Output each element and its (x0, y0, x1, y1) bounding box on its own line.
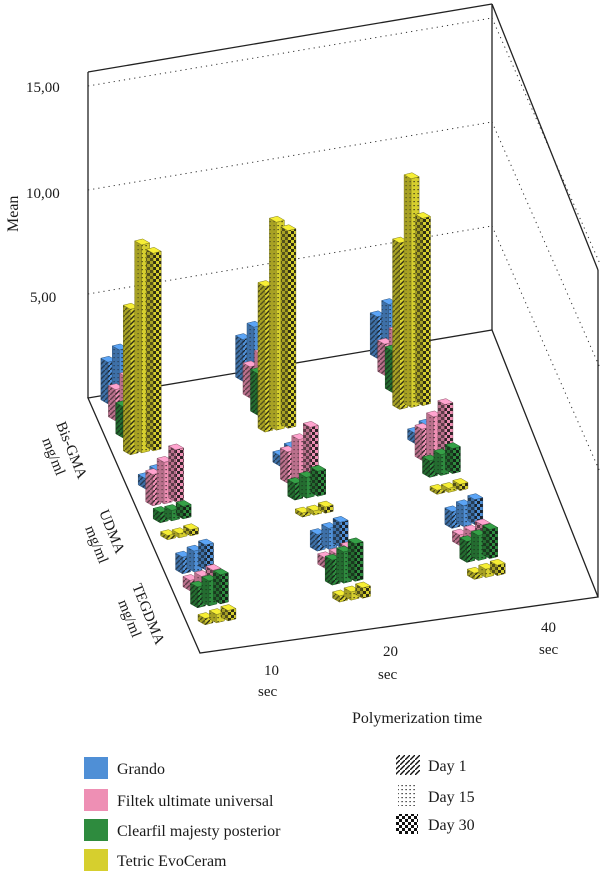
bar-clearfil-majesty-posterior-day-30 (482, 523, 499, 560)
bar-clearfil-majesty-posterior-day-30 (212, 568, 230, 605)
bar-grando-day-1 (309, 528, 326, 552)
bar-grando-day-30 (197, 538, 215, 571)
bar-grando-day-30 (467, 493, 484, 526)
legend-swatch-day15 (398, 784, 416, 806)
x-tick-label: 40 (541, 620, 556, 636)
bar-tetric-evoceram-day-15 (343, 585, 360, 601)
bar-tetric-evoceram-day-1 (294, 506, 311, 518)
gridline (87, 121, 493, 191)
bar-tetric-evoceram-day-1 (257, 280, 274, 433)
bar-filtek-ultimate-universal-day-30 (167, 443, 185, 503)
x-tick-label: sec (539, 642, 558, 658)
x-tick-label: 20 (383, 644, 398, 660)
bar-clearfil-majesty-posterior-day-30 (175, 500, 192, 520)
bar-clearfil-majesty-posterior-day-30 (347, 537, 364, 582)
x-axis-title: Polymerization time (352, 710, 482, 727)
legend-swatch-day30 (396, 814, 418, 834)
bar-tetric-evoceram-day-1 (466, 566, 483, 580)
z-tick-label: 15,00 (26, 80, 60, 96)
bar-tetric-evoceram-day-1 (429, 484, 446, 495)
bar-tetric-evoceram-day-30 (145, 247, 162, 452)
back-top-edge (87, 3, 493, 73)
z-tick-label: 10,00 (26, 186, 60, 202)
x-tick-label: 10 (264, 663, 279, 679)
bar-filtek-ultimate-universal-day-30 (437, 398, 454, 458)
legend-swatch-filtek (84, 789, 108, 811)
bar-clearfil-majesty-posterior-day-15 (163, 504, 181, 522)
right-top-edge (491, 3, 599, 271)
legend-swatch-clearfil (84, 819, 108, 841)
bars-layer (100, 172, 506, 626)
bar-clearfil-majesty-posterior-day-30 (310, 465, 327, 497)
bar-tetric-evoceram-day-15 (171, 527, 188, 539)
legend-label: Filtek ultimate universal (117, 793, 274, 810)
bar-grando-day-30 (332, 516, 349, 548)
bar-tetric-evoceram-day-30 (452, 478, 469, 492)
legend-label: Day 30 (428, 817, 475, 834)
bar-clearfil-majesty-posterior-day-30 (444, 442, 462, 475)
bar-tetric-evoceram-day-30 (489, 558, 506, 577)
bar-grando-day-15 (186, 544, 203, 573)
bar-tetric-evoceram-day-30 (354, 581, 372, 599)
gridline (491, 121, 600, 370)
legend-swatch-grando (84, 757, 108, 779)
bar-tetric-evoceram-day-30 (414, 212, 432, 407)
legend-label: Clearfil majesty posterior (117, 823, 281, 840)
z-tick-label: 5,00 (30, 290, 56, 306)
bar-grando-day-1 (174, 550, 192, 575)
legend: Grando Filtek ultimate universal Clearfi… (84, 755, 475, 871)
legend-label: Tetric EvoCeram (117, 853, 227, 870)
bar-tetric-evoceram-day-15 (440, 482, 458, 493)
bar-tetric-evoceram-day-30 (182, 523, 200, 537)
legend-label: Day 15 (428, 789, 475, 806)
legend-label: Day 1 (428, 758, 467, 775)
bar-tetric-evoceram-day-30 (280, 224, 297, 429)
bar-tetric-evoceram-day-30 (220, 604, 237, 622)
bar-tetric-evoceram-day-1 (159, 529, 177, 541)
legend-label: Grando (117, 761, 165, 778)
x-tick-label: sec (378, 667, 397, 683)
legend-swatch-tetric (84, 849, 108, 871)
legend-swatch-day1 (396, 755, 420, 775)
bar-tetric-evoceram-day-30 (317, 500, 334, 514)
bar-tetric-evoceram-day-15 (208, 608, 226, 624)
x-tick-label: sec (258, 684, 277, 700)
z-axis-title: Mean (5, 196, 22, 232)
bar-tetric-evoceram-day-15 (306, 504, 323, 516)
bar-clearfil-majesty-posterior-day-15 (433, 448, 450, 476)
gridline (87, 17, 493, 87)
